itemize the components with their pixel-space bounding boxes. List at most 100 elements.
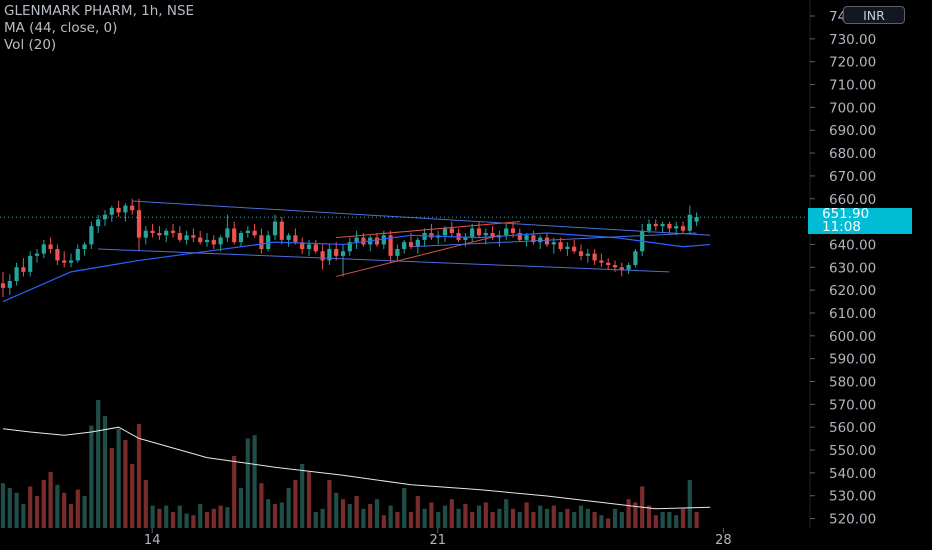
trendline[interactable] — [336, 221, 520, 239]
candle-body — [660, 223, 665, 227]
candle — [524, 233, 529, 247]
volume-bar — [524, 502, 529, 528]
candle — [238, 230, 244, 247]
candle-body — [667, 223, 672, 229]
volume-bar — [585, 508, 590, 528]
volume-bar — [388, 505, 393, 528]
candle-body — [252, 230, 257, 236]
candle-body — [14, 267, 19, 281]
candle-body — [395, 249, 400, 256]
candle-body — [558, 242, 563, 250]
candle — [599, 253, 604, 268]
volume-bar — [62, 492, 67, 528]
volume-bar — [361, 508, 366, 528]
candle-body — [476, 228, 482, 236]
candle-body — [68, 260, 74, 263]
candle-body — [606, 262, 611, 266]
volume-bar — [116, 428, 121, 528]
candle-body — [415, 239, 420, 247]
candle-body — [306, 244, 312, 250]
candle — [266, 230, 271, 252]
candle — [680, 221, 686, 234]
volume-bar — [48, 472, 53, 528]
candle-body — [340, 251, 346, 256]
candle — [633, 249, 638, 268]
volume-bar — [510, 508, 516, 528]
candle — [476, 221, 482, 238]
volume-bar — [266, 499, 271, 528]
candle — [198, 230, 203, 245]
candle — [687, 205, 692, 234]
candle-body — [334, 249, 339, 256]
volume-bar — [660, 512, 665, 528]
currency-badge[interactable]: INR — [843, 6, 905, 24]
time-tick-label: 21 — [430, 533, 447, 548]
candle — [320, 244, 325, 270]
candle-body — [232, 228, 237, 243]
candle-body — [470, 228, 475, 238]
volume-bar — [395, 512, 400, 528]
candle-body — [646, 223, 652, 231]
volume-bar — [28, 486, 33, 528]
volume-bar — [402, 488, 407, 528]
trendline[interactable] — [336, 234, 500, 277]
volume-indicator-label[interactable]: Vol (20) — [4, 37, 57, 53]
symbol-title[interactable]: GLENMARK PHARM, 1h, NSE — [4, 3, 195, 19]
candle-body — [694, 217, 699, 222]
candle — [157, 226, 162, 240]
candle-body — [483, 233, 488, 236]
ma-indicator-label[interactable]: MA (44, close, 0) — [4, 20, 118, 36]
candle-body — [191, 235, 196, 238]
volume-bar — [198, 504, 203, 528]
candle — [123, 203, 128, 222]
candle — [0, 271, 6, 297]
volume-bar — [442, 505, 448, 528]
volume-bar — [374, 499, 380, 528]
volume-bar — [272, 504, 278, 528]
bar-countdown: 11:08 — [822, 219, 861, 235]
volume-bar — [483, 502, 488, 528]
volume-bar — [422, 508, 427, 528]
candle — [456, 228, 461, 243]
candle-body — [272, 221, 278, 236]
candle — [572, 239, 577, 254]
candle — [592, 249, 597, 266]
candle-body — [0, 283, 6, 288]
volume-bar — [286, 488, 291, 528]
candle — [531, 230, 536, 245]
volume-bar — [204, 512, 210, 528]
volume-bar — [232, 456, 237, 528]
candle — [75, 244, 80, 263]
volume-bar — [592, 512, 597, 528]
volume-bar — [177, 505, 182, 528]
trendline[interactable] — [98, 248, 670, 273]
candle — [490, 226, 495, 240]
candle-body — [442, 228, 448, 236]
price-tick-label: 700.00 — [829, 100, 876, 116]
indicator-lines — [2, 200, 711, 303]
price-tick-label: 540.00 — [829, 466, 876, 482]
candle — [538, 235, 543, 250]
candle — [109, 205, 114, 222]
candle-body — [157, 233, 162, 236]
candle — [436, 230, 441, 245]
volume-bar — [157, 508, 162, 528]
candle-body — [82, 244, 87, 250]
price-axis: 520.00 530.00 540.00 550.00 560.00 570.00 580.… — [810, 9, 876, 528]
volume-bar — [89, 425, 94, 528]
candle — [415, 237, 420, 254]
last-price-value: 651.90 — [822, 206, 870, 222]
price-tick-label: 520.00 — [829, 512, 876, 528]
candle-body — [517, 233, 522, 240]
price-tick-label: 630.00 — [829, 260, 876, 276]
volume-bar — [578, 505, 584, 528]
volume-bar — [109, 448, 114, 528]
volume-bar — [674, 515, 679, 528]
price-tick-label: 620.00 — [829, 283, 876, 299]
candle — [96, 214, 101, 234]
volume-bar — [130, 464, 135, 528]
trendline[interactable] — [410, 232, 697, 248]
price-tick-label: 710.00 — [829, 78, 876, 94]
trendline[interactable] — [132, 200, 711, 236]
